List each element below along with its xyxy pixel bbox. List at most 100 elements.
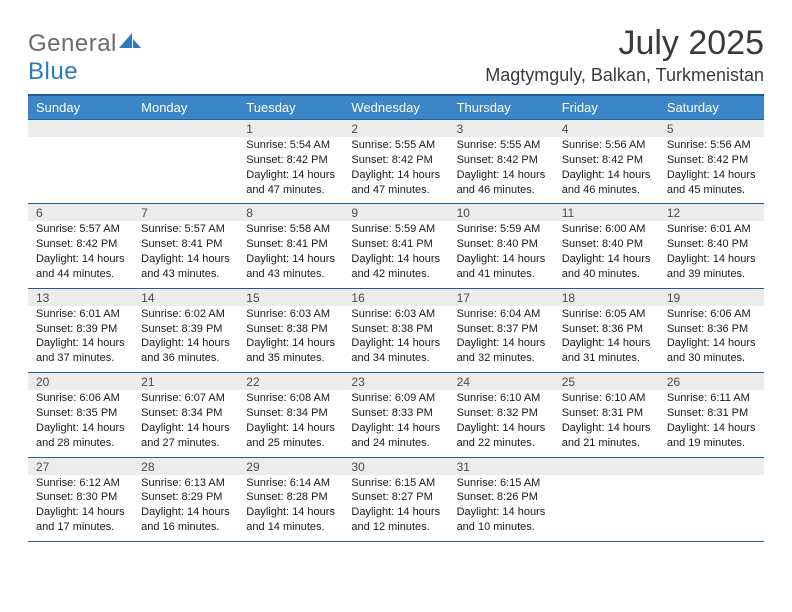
day-number: 22: [238, 373, 343, 390]
day-details: Sunrise: 6:09 AM Sunset: 8:33 PM Dayligh…: [343, 390, 448, 456]
day-number: 11: [554, 204, 659, 221]
month-title: July 2025: [485, 24, 764, 63]
daybody-row: Sunrise: 6:12 AM Sunset: 8:30 PM Dayligh…: [28, 475, 764, 541]
dow-tuesday: Tuesday: [238, 96, 343, 119]
day-details: Sunrise: 6:07 AM Sunset: 8:34 PM Dayligh…: [133, 390, 238, 456]
day-details: Sunrise: 6:13 AM Sunset: 8:29 PM Dayligh…: [133, 475, 238, 541]
day-details: Sunrise: 5:59 AM Sunset: 8:40 PM Dayligh…: [449, 221, 554, 287]
header: General Blue July 2025 Magtymguly, Balka…: [28, 24, 764, 86]
day-details: Sunrise: 5:55 AM Sunset: 8:42 PM Dayligh…: [343, 137, 448, 203]
daybody-row: Sunrise: 6:06 AM Sunset: 8:35 PM Dayligh…: [28, 390, 764, 456]
dow-wednesday: Wednesday: [343, 96, 448, 119]
day-details: Sunrise: 6:12 AM Sunset: 8:30 PM Dayligh…: [28, 475, 133, 541]
page: General Blue July 2025 Magtymguly, Balka…: [0, 0, 792, 566]
day-number: 6: [28, 204, 133, 221]
day-details: Sunrise: 6:05 AM Sunset: 8:36 PM Dayligh…: [554, 306, 659, 372]
day-details: Sunrise: 6:04 AM Sunset: 8:37 PM Dayligh…: [449, 306, 554, 372]
day-number: 2: [343, 120, 448, 137]
day-number: 3: [449, 120, 554, 137]
week: 2728293031Sunrise: 6:12 AM Sunset: 8:30 …: [28, 457, 764, 541]
day-details: Sunrise: 5:59 AM Sunset: 8:41 PM Dayligh…: [343, 221, 448, 287]
day-number: 25: [554, 373, 659, 390]
day-number: 5: [659, 120, 764, 137]
daybody-row: Sunrise: 5:54 AM Sunset: 8:42 PM Dayligh…: [28, 137, 764, 203]
daynum-row: 12345: [28, 120, 764, 137]
daynum-row: 20212223242526: [28, 373, 764, 390]
day-number: 15: [238, 289, 343, 306]
bottom-rule: [28, 541, 764, 542]
day-details: Sunrise: 5:56 AM Sunset: 8:42 PM Dayligh…: [659, 137, 764, 203]
day-number: [659, 458, 764, 475]
day-number: 16: [343, 289, 448, 306]
day-number: 9: [343, 204, 448, 221]
day-details: Sunrise: 6:02 AM Sunset: 8:39 PM Dayligh…: [133, 306, 238, 372]
day-number: 30: [343, 458, 448, 475]
dow-monday: Monday: [133, 96, 238, 119]
day-details: [133, 137, 238, 203]
day-details: Sunrise: 6:06 AM Sunset: 8:36 PM Dayligh…: [659, 306, 764, 372]
day-details: Sunrise: 6:11 AM Sunset: 8:31 PM Dayligh…: [659, 390, 764, 456]
sail-icon: [119, 33, 141, 56]
day-number: 24: [449, 373, 554, 390]
day-details: Sunrise: 6:14 AM Sunset: 8:28 PM Dayligh…: [238, 475, 343, 541]
day-number: 18: [554, 289, 659, 306]
day-number: 7: [133, 204, 238, 221]
day-details: Sunrise: 5:55 AM Sunset: 8:42 PM Dayligh…: [449, 137, 554, 203]
day-details: [28, 137, 133, 203]
day-details: Sunrise: 5:57 AM Sunset: 8:42 PM Dayligh…: [28, 221, 133, 287]
week: 20212223242526Sunrise: 6:06 AM Sunset: 8…: [28, 372, 764, 456]
day-number: 20: [28, 373, 133, 390]
daynum-row: 2728293031: [28, 458, 764, 475]
header-right: July 2025 Magtymguly, Balkan, Turkmenist…: [485, 24, 764, 86]
day-details: Sunrise: 5:54 AM Sunset: 8:42 PM Dayligh…: [238, 137, 343, 203]
day-number: [28, 120, 133, 137]
weeks-container: 12345Sunrise: 5:54 AM Sunset: 8:42 PM Da…: [28, 119, 764, 541]
week: 13141516171819Sunrise: 6:01 AM Sunset: 8…: [28, 288, 764, 372]
day-number: 21: [133, 373, 238, 390]
day-details: Sunrise: 6:15 AM Sunset: 8:27 PM Dayligh…: [343, 475, 448, 541]
daybody-row: Sunrise: 5:57 AM Sunset: 8:42 PM Dayligh…: [28, 221, 764, 287]
daynum-row: 6789101112: [28, 204, 764, 221]
day-number: 12: [659, 204, 764, 221]
day-details: Sunrise: 6:00 AM Sunset: 8:40 PM Dayligh…: [554, 221, 659, 287]
day-number: 19: [659, 289, 764, 306]
calendar: Sunday Monday Tuesday Wednesday Thursday…: [28, 96, 764, 542]
day-details: [659, 475, 764, 541]
dow-saturday: Saturday: [659, 96, 764, 119]
dow-thursday: Thursday: [449, 96, 554, 119]
logo-text: General Blue: [28, 30, 141, 86]
logo-text-blue: Blue: [28, 58, 78, 85]
day-details: Sunrise: 6:06 AM Sunset: 8:35 PM Dayligh…: [28, 390, 133, 456]
dow-row: Sunday Monday Tuesday Wednesday Thursday…: [28, 96, 764, 119]
day-details: Sunrise: 6:03 AM Sunset: 8:38 PM Dayligh…: [238, 306, 343, 372]
day-number: [133, 120, 238, 137]
location: Magtymguly, Balkan, Turkmenistan: [485, 65, 764, 86]
day-number: [554, 458, 659, 475]
day-number: 31: [449, 458, 554, 475]
day-number: 14: [133, 289, 238, 306]
day-details: Sunrise: 5:56 AM Sunset: 8:42 PM Dayligh…: [554, 137, 659, 203]
day-details: [554, 475, 659, 541]
week: 12345Sunrise: 5:54 AM Sunset: 8:42 PM Da…: [28, 119, 764, 203]
day-details: Sunrise: 5:58 AM Sunset: 8:41 PM Dayligh…: [238, 221, 343, 287]
day-number: 4: [554, 120, 659, 137]
day-number: 1: [238, 120, 343, 137]
day-details: Sunrise: 6:15 AM Sunset: 8:26 PM Dayligh…: [449, 475, 554, 541]
dow-sunday: Sunday: [28, 96, 133, 119]
dow-friday: Friday: [554, 96, 659, 119]
day-number: 28: [133, 458, 238, 475]
day-number: 26: [659, 373, 764, 390]
day-details: Sunrise: 6:01 AM Sunset: 8:40 PM Dayligh…: [659, 221, 764, 287]
day-number: 29: [238, 458, 343, 475]
day-number: 8: [238, 204, 343, 221]
week: 6789101112Sunrise: 5:57 AM Sunset: 8:42 …: [28, 203, 764, 287]
day-details: Sunrise: 6:08 AM Sunset: 8:34 PM Dayligh…: [238, 390, 343, 456]
daybody-row: Sunrise: 6:01 AM Sunset: 8:39 PM Dayligh…: [28, 306, 764, 372]
day-number: 23: [343, 373, 448, 390]
day-number: 13: [28, 289, 133, 306]
day-number: 27: [28, 458, 133, 475]
day-number: 10: [449, 204, 554, 221]
day-details: Sunrise: 5:57 AM Sunset: 8:41 PM Dayligh…: [133, 221, 238, 287]
day-number: 17: [449, 289, 554, 306]
day-details: Sunrise: 6:10 AM Sunset: 8:32 PM Dayligh…: [449, 390, 554, 456]
